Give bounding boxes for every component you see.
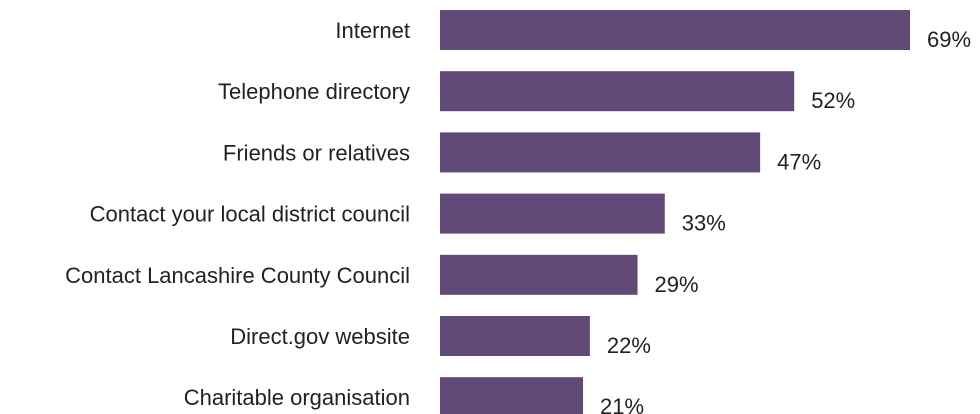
value-label: 21% [600,394,644,414]
category-labels: Internet Telephone directory Friends or re… [65,18,410,410]
category-label: Friends or relatives [223,140,410,165]
bar [440,10,910,50]
bar [440,316,590,356]
value-label: 69% [927,27,971,52]
value-label: 47% [777,149,821,174]
value-labels: 69% 52% 47% 33% 29% 22% 21% [600,27,971,414]
category-label: Charitable organisation [184,385,410,410]
bar [440,254,638,295]
value-label: 52% [811,88,855,113]
value-label: 22% [607,333,651,358]
bar [440,132,761,173]
bar [440,377,584,414]
bars [440,10,910,414]
bar [440,193,665,234]
category-label: Direct.gov website [230,324,410,349]
category-label: Contact your local district council [90,202,410,227]
value-label: 29% [655,272,699,297]
category-label: Contact Lancashire County Council [65,263,410,288]
value-label: 33% [682,211,726,236]
category-label: Telephone directory [218,79,410,104]
bar [440,71,795,112]
category-label: Internet [335,18,410,43]
